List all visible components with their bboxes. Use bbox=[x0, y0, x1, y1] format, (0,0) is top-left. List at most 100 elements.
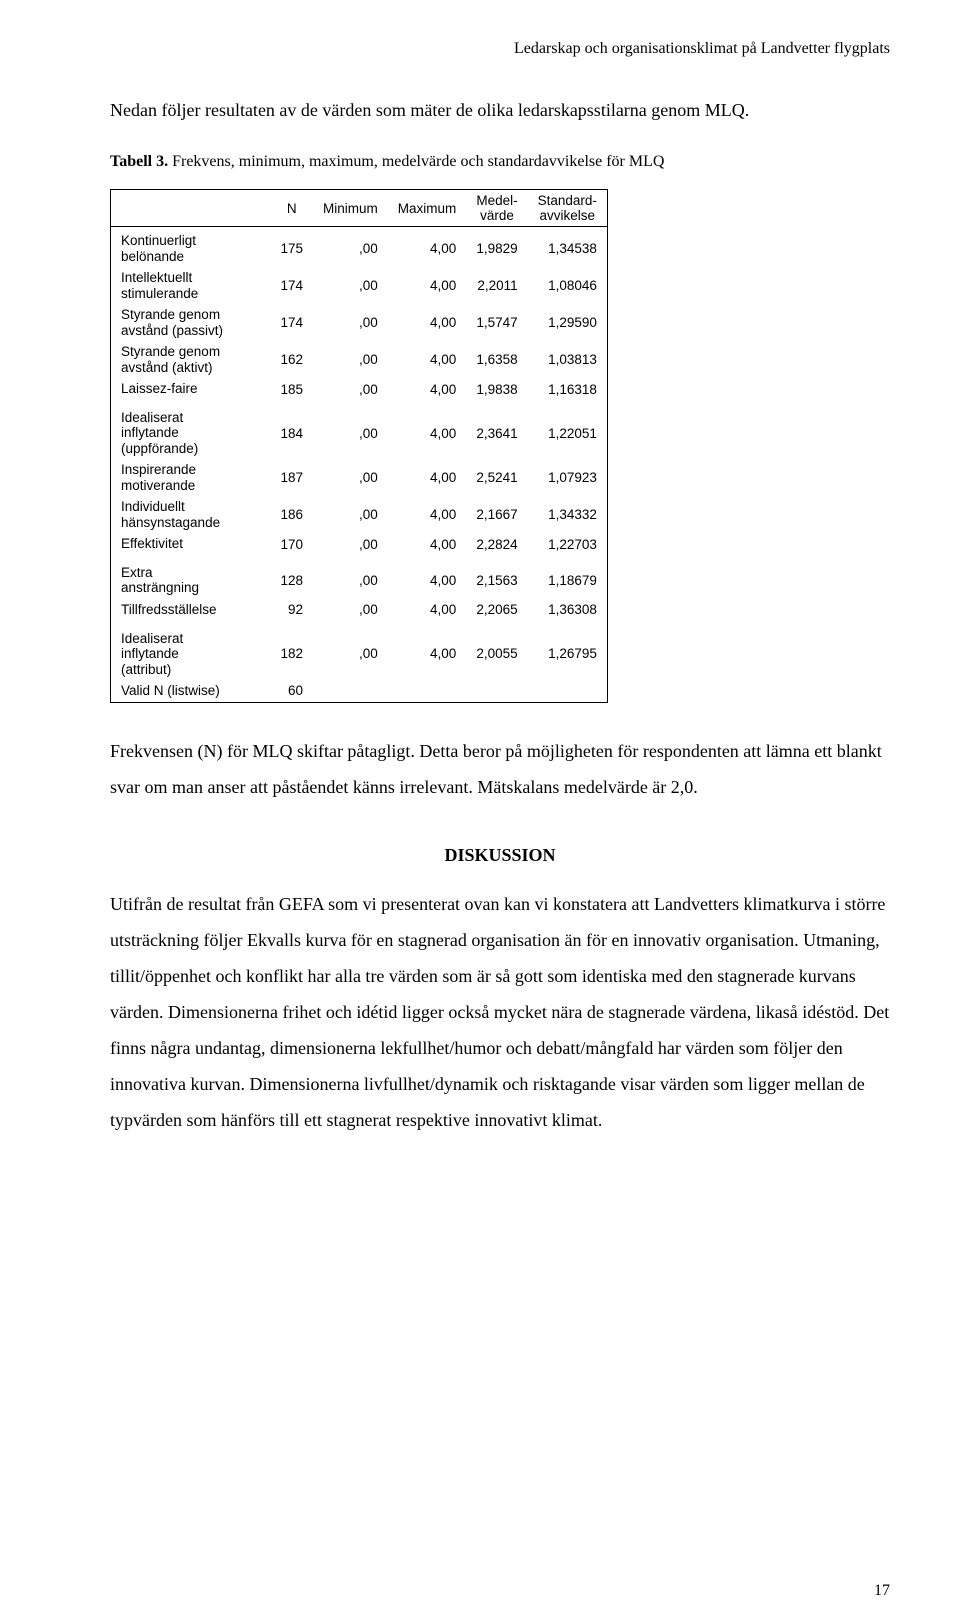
cell-sd: 1,26795 bbox=[528, 621, 608, 681]
col-header-n: N bbox=[271, 190, 314, 227]
cell-sd: 1,08046 bbox=[528, 267, 608, 304]
row-label: Idealiseratinflytande(attribut) bbox=[111, 621, 271, 681]
cell-n: 174 bbox=[271, 304, 314, 341]
cell-max: 4,00 bbox=[388, 599, 467, 621]
cell-max: 4,00 bbox=[388, 555, 467, 599]
cell-max: 4,00 bbox=[388, 267, 467, 304]
cell-mean: 2,5241 bbox=[466, 459, 527, 496]
cell-n: 187 bbox=[271, 459, 314, 496]
cell-min: ,00 bbox=[313, 341, 388, 378]
table-row: Extraansträngning128,004,002,15631,18679 bbox=[111, 555, 608, 599]
cell-n: 186 bbox=[271, 496, 314, 533]
table-row: Valid N (listwise)60 bbox=[111, 680, 608, 702]
table-row: Effektivitet170,004,002,28241,22703 bbox=[111, 533, 608, 555]
cell-max: 4,00 bbox=[388, 378, 467, 400]
cell-n: 60 bbox=[271, 680, 314, 702]
cell-mean: 2,0055 bbox=[466, 621, 527, 681]
table-caption: Tabell 3. Frekvens, minimum, maximum, me… bbox=[110, 153, 890, 171]
cell-min: ,00 bbox=[313, 459, 388, 496]
cell-min: ,00 bbox=[313, 400, 388, 460]
col-header-max: Maximum bbox=[388, 190, 467, 227]
intro-paragraph: Nedan följer resultaten av de värden som… bbox=[110, 98, 890, 123]
cell-sd: 1,07923 bbox=[528, 459, 608, 496]
cell-mean: 2,2824 bbox=[466, 533, 527, 555]
paragraph-frequency: Frekvensen (N) för MLQ skiftar påtagligt… bbox=[110, 733, 890, 805]
cell-max bbox=[388, 680, 467, 702]
cell-min: ,00 bbox=[313, 555, 388, 599]
cell-sd: 1,03813 bbox=[528, 341, 608, 378]
col-header-min: Minimum bbox=[313, 190, 388, 227]
row-label: Styrande genomavstånd (passivt) bbox=[111, 304, 271, 341]
table-row: Idealiseratinflytande(uppförande)184,004… bbox=[111, 400, 608, 460]
cell-max: 4,00 bbox=[388, 621, 467, 681]
table-caption-label: Tabell 3. bbox=[110, 153, 168, 170]
cell-min: ,00 bbox=[313, 599, 388, 621]
cell-n: 128 bbox=[271, 555, 314, 599]
cell-max: 4,00 bbox=[388, 400, 467, 460]
cell-max: 4,00 bbox=[388, 533, 467, 555]
cell-min: ,00 bbox=[313, 533, 388, 555]
table-row: Individuellthänsynstagande186,004,002,16… bbox=[111, 496, 608, 533]
cell-sd bbox=[528, 680, 608, 702]
cell-n: 184 bbox=[271, 400, 314, 460]
row-label: Laissez-faire bbox=[111, 378, 271, 400]
section-heading-discussion: DISKUSSION bbox=[110, 845, 890, 866]
table-header-row: N Minimum Maximum Medel-värde Standard-a… bbox=[111, 190, 608, 227]
mlq-frequency-table: N Minimum Maximum Medel-värde Standard-a… bbox=[110, 189, 608, 702]
cell-n: 162 bbox=[271, 341, 314, 378]
table-row: Intellektuelltstimulerande174,004,002,20… bbox=[111, 267, 608, 304]
cell-n: 174 bbox=[271, 267, 314, 304]
cell-sd: 1,29590 bbox=[528, 304, 608, 341]
paragraph-discussion: Utifrån de resultat från GEFA som vi pre… bbox=[110, 886, 890, 1138]
cell-min: ,00 bbox=[313, 227, 388, 268]
table-row: Styrande genomavstånd (aktivt)162,004,00… bbox=[111, 341, 608, 378]
row-label: Kontinuerligtbelönande bbox=[111, 227, 271, 268]
cell-max: 4,00 bbox=[388, 341, 467, 378]
cell-min: ,00 bbox=[313, 378, 388, 400]
col-header-empty bbox=[111, 190, 271, 227]
cell-min: ,00 bbox=[313, 621, 388, 681]
cell-n: 182 bbox=[271, 621, 314, 681]
cell-min bbox=[313, 680, 388, 702]
cell-mean: 1,9829 bbox=[466, 227, 527, 268]
table-row: Tillfredsställelse92,004,002,20651,36308 bbox=[111, 599, 608, 621]
cell-n: 92 bbox=[271, 599, 314, 621]
page: Ledarskap och organisationsklimat på Lan… bbox=[0, 0, 960, 1620]
table-row: Inspirerandemotiverande187,004,002,52411… bbox=[111, 459, 608, 496]
running-title: Ledarskap och organisationsklimat på Lan… bbox=[110, 40, 890, 58]
cell-mean: 2,3641 bbox=[466, 400, 527, 460]
cell-sd: 1,34332 bbox=[528, 496, 608, 533]
cell-sd: 1,16318 bbox=[528, 378, 608, 400]
row-label: Inspirerandemotiverande bbox=[111, 459, 271, 496]
cell-sd: 1,22051 bbox=[528, 400, 608, 460]
row-label: Styrande genomavstånd (aktivt) bbox=[111, 341, 271, 378]
cell-sd: 1,18679 bbox=[528, 555, 608, 599]
cell-max: 4,00 bbox=[388, 496, 467, 533]
cell-n: 170 bbox=[271, 533, 314, 555]
cell-n: 185 bbox=[271, 378, 314, 400]
cell-min: ,00 bbox=[313, 496, 388, 533]
table-row: Styrande genomavstånd (passivt)174,004,0… bbox=[111, 304, 608, 341]
row-label: Intellektuelltstimulerande bbox=[111, 267, 271, 304]
cell-max: 4,00 bbox=[388, 459, 467, 496]
row-label: Extraansträngning bbox=[111, 555, 271, 599]
row-label: Effektivitet bbox=[111, 533, 271, 555]
col-header-sd: Standard-avvikelse bbox=[528, 190, 608, 227]
col-header-mean: Medel-värde bbox=[466, 190, 527, 227]
cell-n: 175 bbox=[271, 227, 314, 268]
cell-mean: 2,1667 bbox=[466, 496, 527, 533]
cell-max: 4,00 bbox=[388, 227, 467, 268]
cell-mean: 2,2011 bbox=[466, 267, 527, 304]
cell-sd: 1,22703 bbox=[528, 533, 608, 555]
row-label: Individuellthänsynstagande bbox=[111, 496, 271, 533]
row-label: Valid N (listwise) bbox=[111, 680, 271, 702]
cell-mean: 2,2065 bbox=[466, 599, 527, 621]
table-row: Kontinuerligtbelönande175,004,001,98291,… bbox=[111, 227, 608, 268]
table-row: Laissez-faire185,004,001,98381,16318 bbox=[111, 378, 608, 400]
row-label: Tillfredsställelse bbox=[111, 599, 271, 621]
cell-mean: 2,1563 bbox=[466, 555, 527, 599]
cell-min: ,00 bbox=[313, 267, 388, 304]
table-row: Idealiseratinflytande(attribut)182,004,0… bbox=[111, 621, 608, 681]
cell-mean: 1,5747 bbox=[466, 304, 527, 341]
cell-mean bbox=[466, 680, 527, 702]
